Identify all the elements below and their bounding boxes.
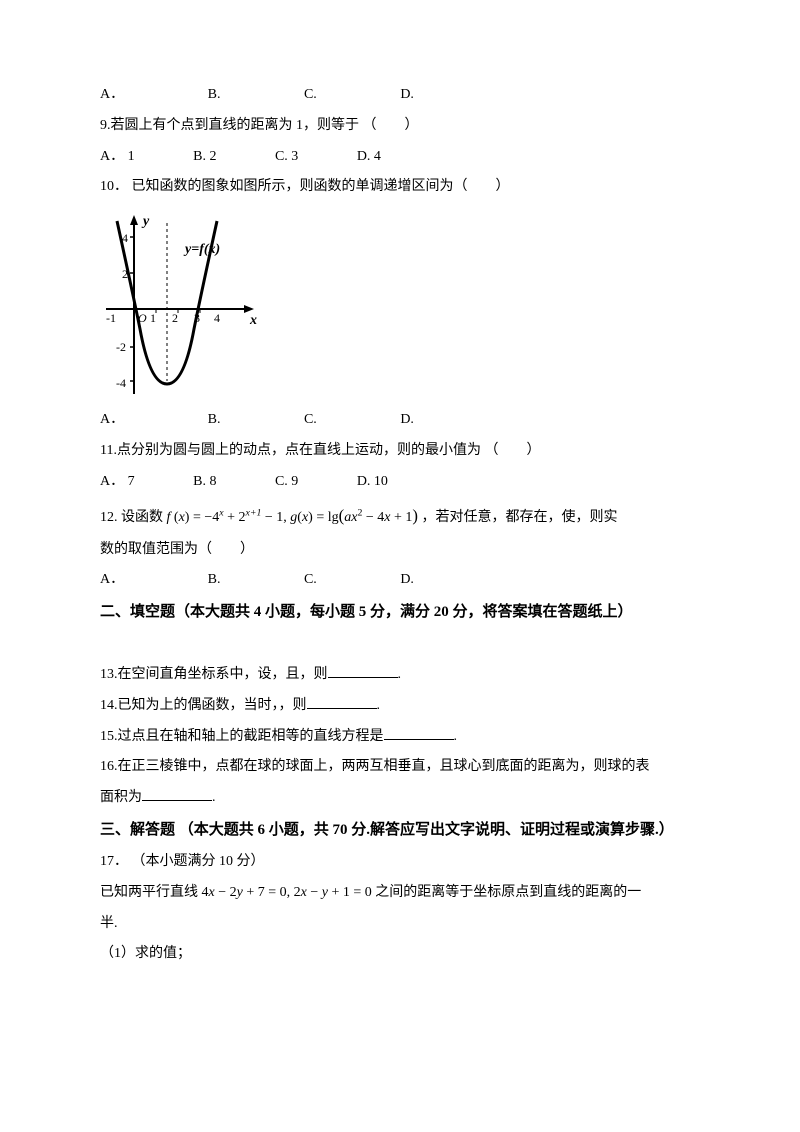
q12-options: A． B. C. D. — [100, 565, 700, 596]
q17-header: 17． （本小题满分 10 分） — [100, 847, 700, 878]
q15-blank — [384, 725, 454, 740]
svg-text:-1: -1 — [106, 311, 116, 325]
q12-opt-c: C. — [304, 572, 317, 587]
q17-line1: 已知两平行直线 4x − 2y + 7 = 0, 2x − y + 1 = 0 … — [100, 878, 700, 909]
q15-text: 15.过点且在轴和轴上的截距相等的直线方程是. — [100, 722, 700, 753]
q17-sub1: （1）求的值； — [100, 939, 700, 970]
q11-opt-b: B. 8 — [193, 474, 216, 489]
q14-text: 14.已知为上的偶函数，当时，，则. — [100, 691, 700, 722]
q12-math: f (x) = −4x + 2x+1 − 1, g(x) = lg(ax2 − … — [167, 510, 422, 525]
q17-prefix: 已知两平行直线 — [100, 885, 202, 900]
q12-opt-b: B. — [208, 572, 221, 587]
q10-opt-c: C. — [304, 412, 317, 427]
q8-opt-a: A． — [100, 87, 124, 102]
q10-opt-b: B. — [208, 412, 221, 427]
svg-text:y: y — [141, 214, 150, 229]
section-2-heading: 二、填空题（本大题共 4 小题，每小题 5 分，满分 20 分，将答案填在答题纸… — [100, 596, 700, 629]
q12-suffix: ，若对任意，都存在，使，则实 — [421, 510, 617, 525]
svg-text:1: 1 — [150, 311, 156, 325]
q10-graph: y x 4 2 -2 -4 -1 O 1 2 3 4 y=f(x) — [100, 209, 260, 399]
q16-line1: 16.在正三棱锥中，点都在球的球面上，两两互相垂直，且球心到底面的距离为，则球的… — [100, 752, 700, 783]
q8-opt-c: C. — [304, 87, 317, 102]
q10-opt-d: D. — [400, 412, 414, 427]
svg-text:2: 2 — [172, 311, 178, 325]
q8-opt-b: B. — [208, 87, 221, 102]
q10-opt-a: A． — [100, 412, 124, 427]
svg-text:x: x — [249, 313, 257, 328]
q14-blank — [307, 694, 377, 709]
section-3-heading: 三、解答题 （本大题共 6 小题，共 70 分.解答应写出文字说明、证明过程或演… — [100, 814, 700, 847]
svg-text:4: 4 — [214, 311, 220, 325]
svg-text:-4: -4 — [116, 376, 126, 390]
q9-opt-d: D. 4 — [357, 149, 381, 164]
q12-prefix: 12. 设函数 — [100, 510, 167, 525]
q12-line1: 12. 设函数 f (x) = −4x + 2x+1 − 1, g(x) = l… — [100, 498, 700, 535]
q8-opt-d: D. — [400, 87, 414, 102]
q10-options: A． B. C. D. — [100, 405, 700, 436]
q13-blank — [328, 663, 398, 678]
svg-text:y=f(x): y=f(x) — [183, 242, 220, 257]
q9-text: 9.若圆上有个点到直线的距离为 1，则等于 （ ） — [100, 111, 700, 142]
q12-opt-d: D. — [400, 572, 414, 587]
svg-text:-2: -2 — [116, 340, 126, 354]
q8-options: A． B. C. D. — [100, 80, 700, 111]
q12-line2: 数的取值范围为（ ） — [100, 535, 700, 566]
q11-options: A． 7 B. 8 C. 9 D. 10 — [100, 467, 700, 498]
q12-opt-a: A． — [100, 572, 124, 587]
q17-suffix: 之间的距离等于坐标原点到直线的距离的一 — [375, 885, 641, 900]
q9-opt-a: A． 1 — [100, 149, 135, 164]
q11-opt-a: A． 7 — [100, 474, 135, 489]
q9-opt-c: C. 3 — [275, 149, 298, 164]
q17-line2: 半. — [100, 909, 700, 940]
q11-opt-d: D. 10 — [357, 474, 388, 489]
q13-text: 13.在空间直角坐标系中，设，且，则. — [100, 660, 700, 691]
q10-text: 10． 已知函数的图象如图所示，则函数的单调递增区间为（ ） — [100, 172, 700, 203]
q11-text: 11.点分别为圆与圆上的动点，点在直线上运动，则的最小值为 （ ） — [100, 436, 700, 467]
q16-blank — [142, 786, 212, 801]
q16-line2: 面积为. — [100, 783, 700, 814]
q9-options: A． 1 B. 2 C. 3 D. 4 — [100, 142, 700, 173]
section-2-gap — [100, 629, 700, 660]
q9-opt-b: B. 2 — [193, 149, 216, 164]
q17-math: 4x − 2y + 7 = 0, 2x − y + 1 = 0 — [202, 885, 376, 900]
q11-opt-c: C. 9 — [275, 474, 298, 489]
